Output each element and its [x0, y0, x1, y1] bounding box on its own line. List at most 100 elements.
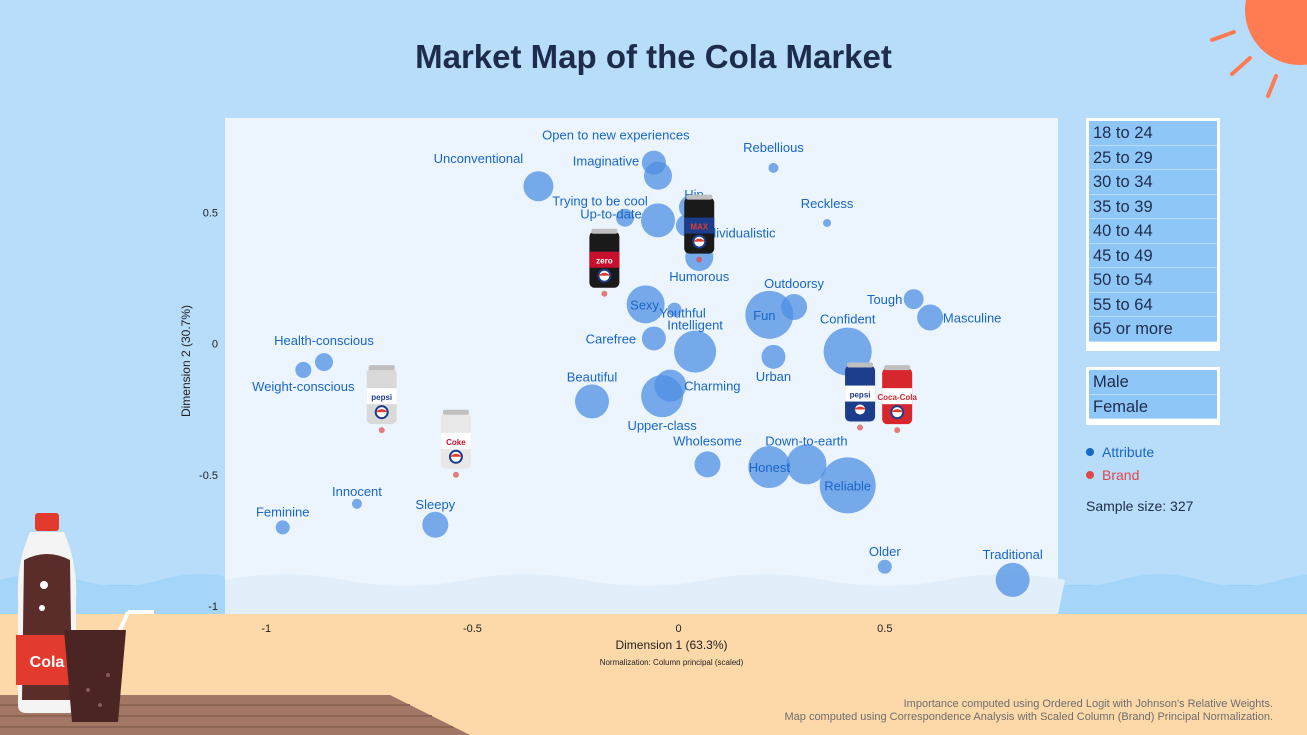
attribute-point	[674, 330, 717, 373]
attribute-label: Honest	[749, 460, 791, 475]
svg-text:pepsi: pepsi	[371, 393, 392, 402]
attribute-label: Carefree	[586, 331, 637, 346]
svg-text:MAX: MAX	[690, 223, 708, 232]
legend-brand: Brand	[1086, 467, 1139, 483]
attribute-label: Youthful	[659, 306, 706, 321]
attribute-label: Humorous	[669, 269, 729, 284]
brand-point	[452, 471, 459, 478]
age-filter-item-40-to-44[interactable]: 40 to 44	[1089, 219, 1217, 244]
coke-zero-can-icon: zero	[589, 228, 620, 288]
y-tick-label: -1	[208, 601, 218, 613]
attribute-point	[917, 304, 944, 331]
attribute-label: Older	[869, 544, 901, 559]
attribute-label: Urban	[756, 369, 791, 384]
brand-point	[894, 427, 901, 434]
attribute-point	[626, 285, 665, 324]
pepsi-can-icon: pepsi	[845, 362, 876, 422]
age-filter-item-45-to-49[interactable]: 45 to 49	[1089, 243, 1217, 268]
attribute-label: Wholesome	[673, 433, 742, 448]
x-tick-label: -0.5	[463, 623, 482, 635]
age-filter-panel: 18 to 24 25 to 29 30 to 34 35 to 39 40 to 44…	[1086, 118, 1220, 351]
attribute-label: Beautiful	[567, 369, 618, 384]
attribute-point	[877, 559, 892, 574]
attribute-label: Sexy	[630, 297, 659, 312]
coke-can-icon: Coca-Cola	[877, 365, 918, 425]
y-tick-label: -0.5	[199, 470, 218, 482]
attribute-point	[351, 498, 362, 509]
legend-attribute: Attribute	[1086, 444, 1154, 460]
svg-text:zero: zero	[596, 257, 613, 266]
plot-wave	[225, 574, 1065, 614]
attribute-legend-label: Attribute	[1102, 444, 1155, 460]
attribute-label: Innocent	[332, 484, 382, 499]
x-axis-label: Dimension 1 (63.3%)	[615, 638, 727, 652]
attribute-label: Upper-class	[627, 418, 697, 433]
age-filter-item-65-or-more[interactable]: 65 or more	[1089, 317, 1217, 342]
attribute-point	[616, 208, 635, 227]
attribute-label: Health-conscious	[274, 333, 374, 348]
sun-icon	[1210, 0, 1307, 98]
attribute-label: Down-to-earth	[765, 433, 847, 448]
attribute-label: Trying to be cool	[552, 194, 648, 209]
attribute-point	[654, 369, 687, 402]
attribute-point	[768, 162, 779, 173]
footnote-map: Map computed using Correspondence Analys…	[784, 711, 1273, 723]
svg-text:Coca-Cola: Coca-Cola	[877, 393, 917, 402]
age-filter-item-30-to-34[interactable]: 30 to 34	[1089, 170, 1217, 195]
brand-point	[601, 290, 608, 297]
attribute-label: Weight-conscious	[252, 379, 355, 394]
diet-coke-can-icon: Coke	[440, 409, 471, 469]
attribute-label: Fun	[753, 308, 775, 323]
attribute-label: Tough	[867, 292, 902, 307]
attribute-legend-marker	[1086, 448, 1094, 456]
svg-text:pepsi: pepsi	[850, 391, 871, 400]
sample-size: Sample size: 327	[1086, 498, 1194, 514]
age-filter-item-18-to-24[interactable]: 18 to 24	[1089, 121, 1217, 146]
attribute-label: Charming	[684, 379, 740, 394]
diet-pepsi-can-icon: pepsi	[366, 365, 397, 425]
brand-legend-label: Brand	[1102, 467, 1140, 483]
cola-bottle-icon: Cola	[16, 513, 78, 713]
pepsi-max-can-icon: MAX	[684, 194, 715, 254]
y-tick-label: 0.5	[203, 207, 218, 219]
attribute-label: Up-to-date	[580, 206, 641, 221]
cola-glass-icon	[64, 610, 154, 722]
age-filter-item-35-to-39[interactable]: 35 to 39	[1089, 194, 1217, 219]
attribute-point	[745, 290, 794, 339]
attribute-label: Sleepy	[415, 497, 455, 512]
attribute-point	[694, 451, 721, 478]
attribute-label: Unconventional	[434, 151, 524, 166]
attribute-point	[748, 446, 791, 489]
attribute-point	[786, 444, 827, 485]
attribute-label: Traditional	[983, 547, 1043, 562]
attribute-label: Outdoorsy	[764, 276, 824, 291]
attribute-point	[523, 171, 554, 202]
y-tick-label: 0	[212, 339, 218, 351]
attribute-label: Feminine	[256, 504, 309, 519]
attribute-label: Reckless	[801, 196, 854, 211]
attribute-label: Masculine	[943, 310, 1002, 325]
attribute-label: Reliable	[824, 478, 871, 493]
attribute-point	[641, 326, 666, 351]
y-axis-label: Dimension 2 (30.7%)	[179, 305, 193, 417]
brand-point	[857, 424, 864, 431]
attribute-point	[422, 511, 449, 538]
attribute-point	[761, 344, 786, 369]
attribute-label: Confident	[820, 312, 876, 327]
gender-filter-item-male[interactable]: Male	[1089, 370, 1217, 395]
x-axis-note: Normalization: Column principal (scaled)	[600, 658, 744, 667]
gender-filter-item-female[interactable]: Female	[1089, 394, 1217, 419]
brand-point	[696, 256, 703, 263]
x-tick-label: 0.5	[877, 623, 892, 635]
age-filter-item-25-to-29[interactable]: 25 to 29	[1089, 145, 1217, 170]
svg-text:Coke: Coke	[446, 438, 466, 447]
plot-area	[225, 118, 1058, 614]
chart-title: Market Map of the Cola Market	[415, 38, 892, 75]
attribute-point	[641, 150, 666, 175]
attribute-point	[995, 562, 1030, 597]
attribute-point	[640, 203, 675, 238]
brand-legend-marker	[1086, 471, 1094, 479]
gender-filter-panel: Male Female	[1086, 367, 1220, 425]
age-filter-item-50-to-54[interactable]: 50 to 54	[1089, 268, 1217, 293]
age-filter-item-55-to-64[interactable]: 55 to 64	[1089, 292, 1217, 317]
